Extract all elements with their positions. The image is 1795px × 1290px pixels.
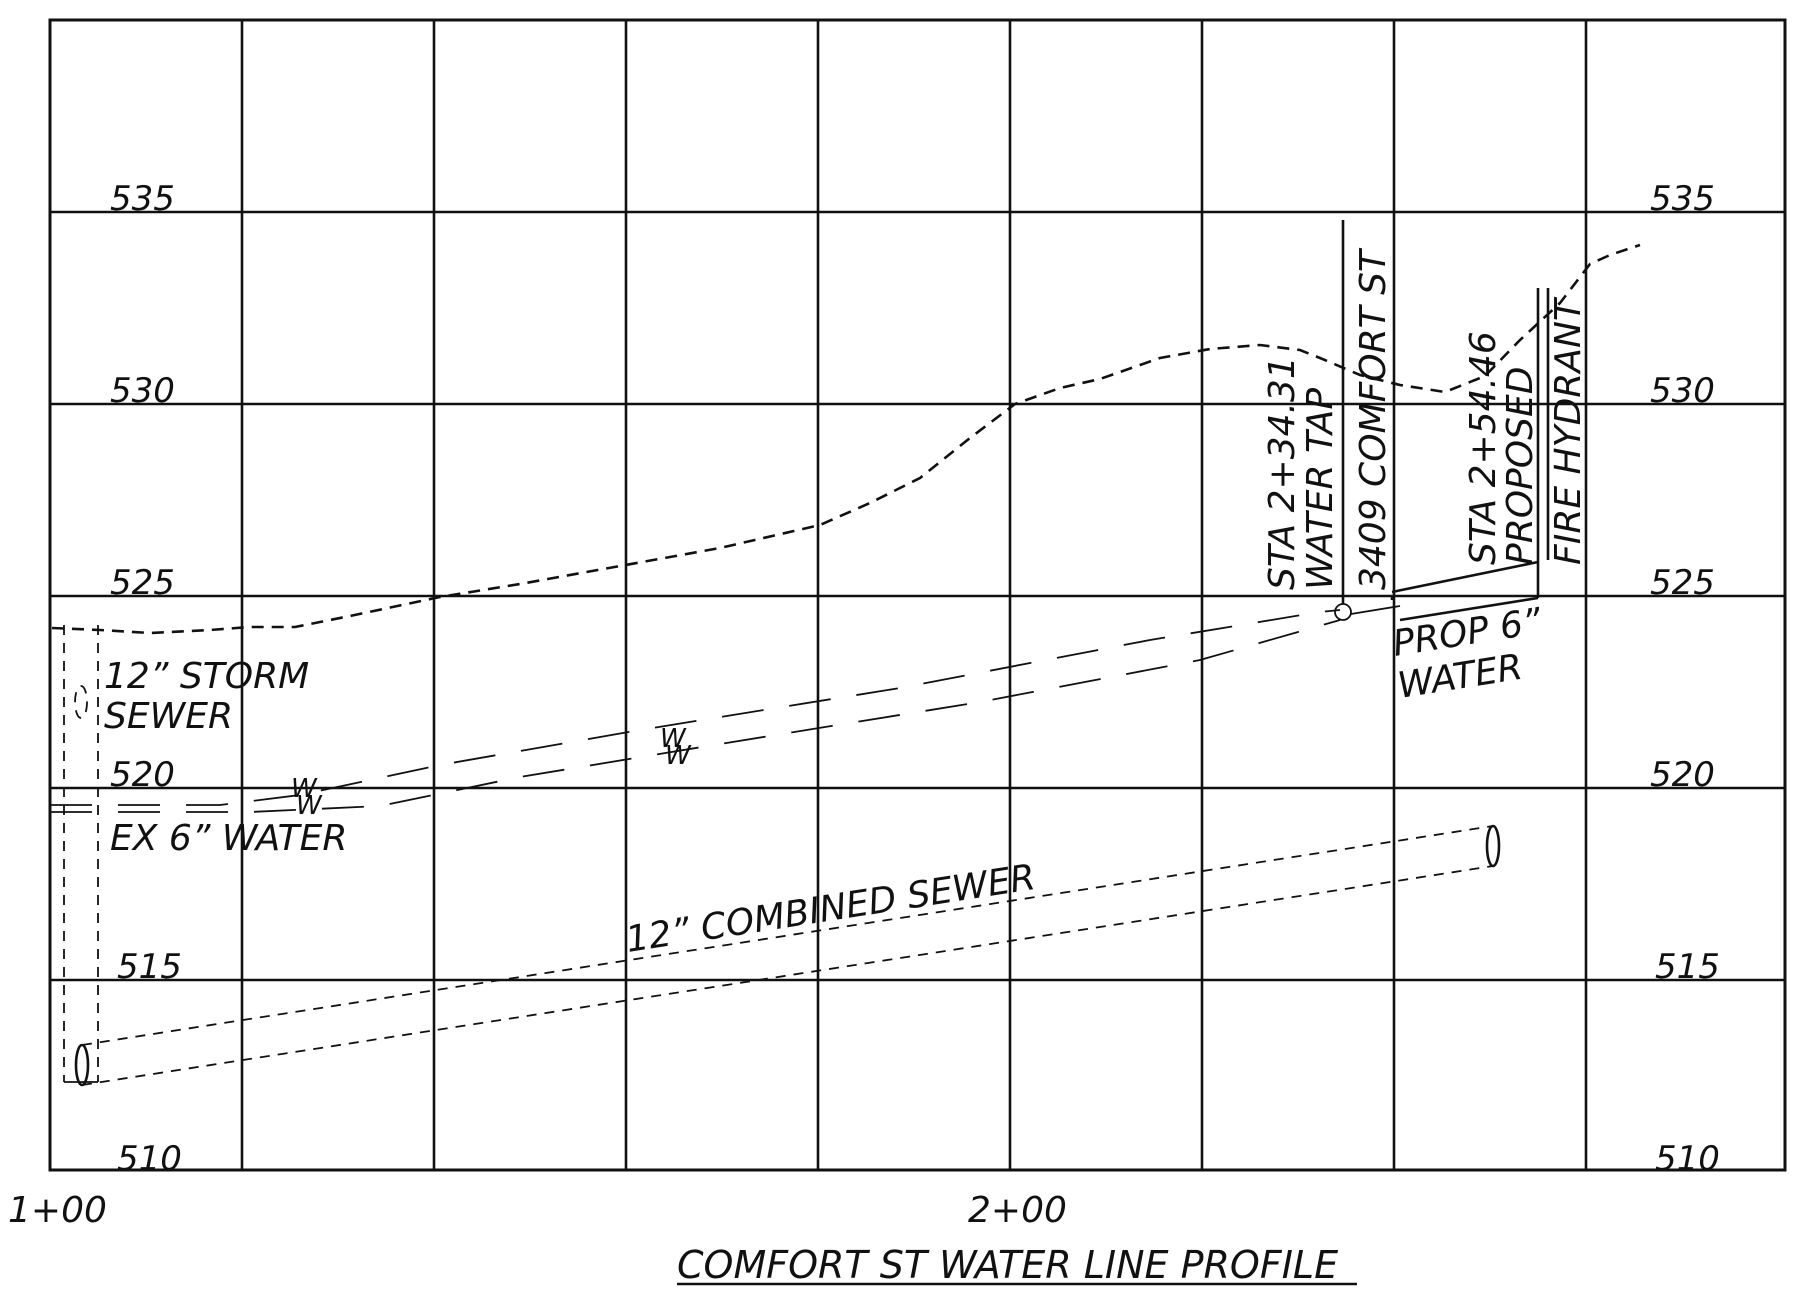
water-tap-callout (1334, 220, 1352, 621)
elev-label-right-520: 520 (1650, 755, 1715, 795)
water-tap-label-1: STA 2+34.31 (1262, 356, 1303, 590)
station-label-2-00: 2+00 (968, 1190, 1067, 1231)
water-marker-2: W W (660, 724, 692, 771)
storm-sewer-label-2: SEWER (104, 696, 233, 737)
elev-label-right-510: 510 (1655, 1139, 1720, 1179)
elev-label-left-535: 535 (110, 179, 175, 219)
hydrant-label-3: FIRE HYDRANT (1548, 296, 1589, 565)
svg-text:W: W (660, 724, 687, 754)
elev-label-right-530: 530 (1650, 371, 1715, 411)
storm-sewer-label-1: 12” STORM (104, 656, 309, 697)
combined-sewer-pipe (74, 824, 1501, 1087)
elev-label-right-525: 525 (1650, 563, 1715, 603)
svg-text:W: W (296, 791, 323, 821)
water-tap-label-3: 3409 COMFORT ST (1353, 247, 1394, 590)
water-tap-label-2: WATER TAP (1300, 388, 1341, 590)
elev-label-right-535: 535 (1650, 179, 1715, 219)
ex-water-label: EX 6” WATER (110, 818, 347, 859)
elev-label-left-530: 530 (110, 371, 175, 411)
station-label-1-00: 1+00 (8, 1190, 107, 1231)
existing-ground-profile (51, 243, 1641, 635)
elev-label-left-510: 510 (117, 1139, 182, 1179)
profile-grid (50, 20, 1785, 1170)
proposed-water-main (1350, 560, 1539, 622)
drawing-title: COMFORT ST WATER LINE PROFILE (677, 1243, 1338, 1287)
svg-text:W: W (291, 774, 318, 804)
hydrant-label-2: PROPOSED (1500, 367, 1541, 565)
storm-sewer-pipe (63, 625, 99, 1083)
svg-text:W: W (665, 741, 692, 771)
existing-water-main (50, 609, 1341, 813)
water-marker-1: W W (291, 774, 323, 821)
elev-label-left-525: 525 (110, 563, 175, 603)
elev-label-right-515: 515 (1655, 947, 1720, 987)
elev-label-left-515: 515 (117, 947, 182, 987)
hydrant-label-1: STA 2+54.46 (1463, 331, 1504, 565)
elev-label-left-520: 520 (110, 755, 175, 795)
combined-sewer-label: 12” COMBINED SEWER (623, 857, 1038, 961)
fire-hydrant-callout (1536, 288, 1550, 598)
